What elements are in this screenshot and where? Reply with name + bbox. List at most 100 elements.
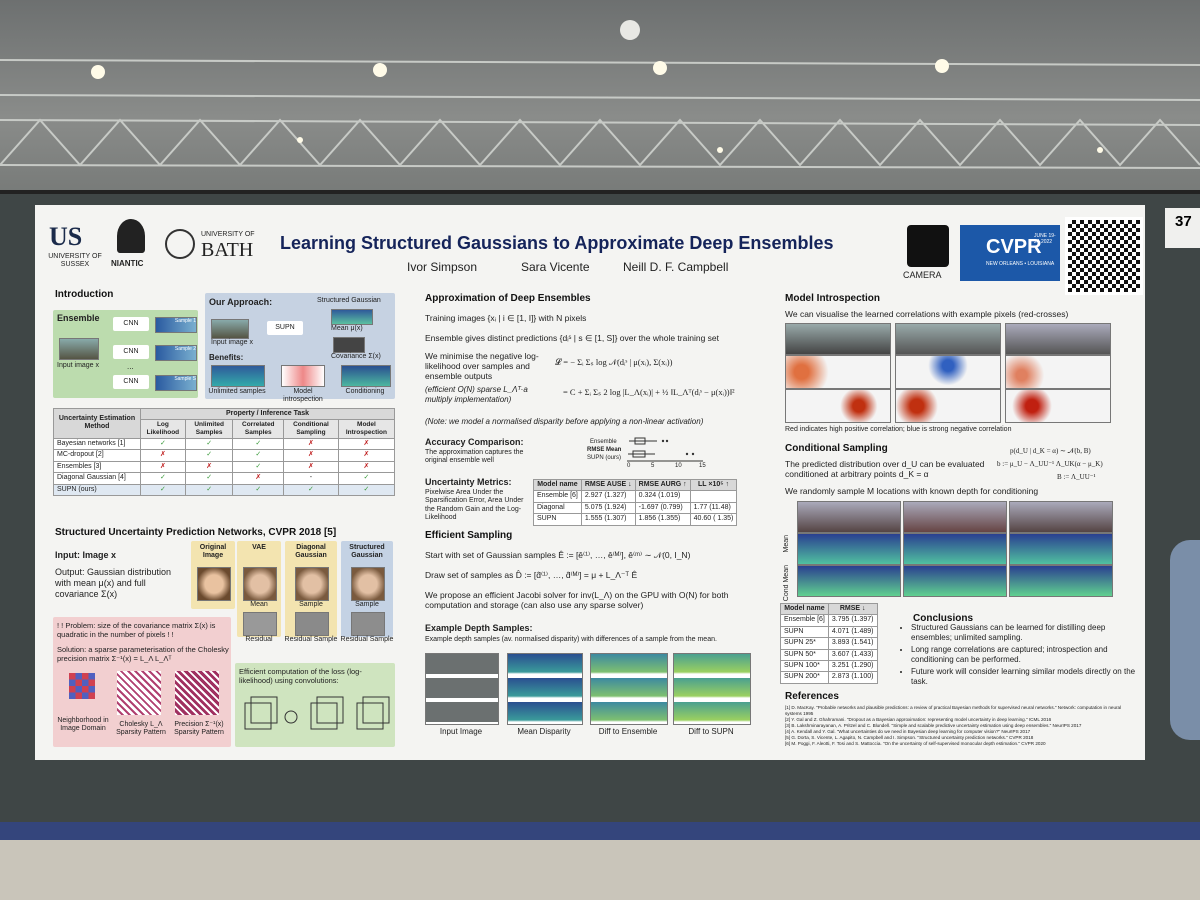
caption: Residual Sample bbox=[284, 636, 338, 643]
cell bbox=[689, 490, 738, 503]
grid-icon bbox=[69, 673, 95, 699]
diff-map bbox=[590, 653, 668, 725]
cnn-box: CNN bbox=[113, 317, 149, 331]
sparsity-pattern bbox=[175, 671, 219, 715]
cell: ✓ bbox=[337, 472, 396, 485]
sample: Sample 1 bbox=[155, 317, 197, 333]
face bbox=[351, 567, 385, 601]
photo bbox=[59, 338, 99, 360]
conv-diagram bbox=[244, 696, 390, 730]
caption: Precision Σ⁻¹(x) Sparsity Pattern bbox=[174, 721, 224, 737]
cell: ✗ bbox=[232, 472, 285, 485]
face bbox=[295, 567, 329, 601]
cell: SUPN 50* bbox=[780, 648, 829, 661]
property-table: Uncertainty Estimation Method Property / … bbox=[53, 407, 396, 496]
cell: 0.324 (1.019) bbox=[634, 490, 691, 503]
column-label: Original Image bbox=[199, 544, 227, 560]
header-cell: Model name bbox=[533, 478, 582, 492]
cell: ✓ bbox=[232, 449, 285, 462]
row: Ensemble [6] 2.927 (1.327) 0.324 (1.019) bbox=[533, 490, 738, 503]
cell: Diagonal bbox=[533, 501, 582, 515]
label: Covariance Σ(x) bbox=[331, 353, 381, 360]
equation: p(d_U | d_K = α) ∼ 𝒩(b, B) bbox=[1010, 447, 1091, 455]
cnn-box: CNN bbox=[113, 345, 149, 359]
box-axis: 0 5 10 15 bbox=[627, 463, 707, 473]
dots: ... bbox=[127, 362, 134, 371]
author: Ivor Simpson bbox=[407, 260, 478, 274]
solution: Solution: a sparse parameterisation of t… bbox=[57, 645, 229, 663]
label: Structured Gaussian bbox=[317, 297, 381, 304]
text: We randomly sample M locations with know… bbox=[785, 486, 1039, 496]
cell: -1.697 (0.799) bbox=[634, 501, 691, 515]
header-cell: Model Introspection bbox=[337, 419, 396, 439]
header-cell: LL ×10⁵ ↑ bbox=[689, 478, 738, 492]
depth-map bbox=[1009, 565, 1113, 597]
sample-image bbox=[211, 365, 265, 387]
cell: SUPN 100* bbox=[780, 659, 829, 673]
caption: Residual bbox=[245, 636, 273, 643]
depth-map bbox=[797, 565, 901, 597]
box-plot bbox=[627, 437, 703, 462]
tick-label: 5 bbox=[651, 463, 655, 469]
cell: ✓ bbox=[232, 483, 285, 496]
header-cell: RMSE AUSE ↓ bbox=[580, 478, 636, 492]
cell: ✗ bbox=[140, 449, 186, 462]
sample: Sample 2 bbox=[155, 345, 197, 361]
header-row: Log Likelihood Unlimited Samples Correlate… bbox=[54, 419, 396, 439]
sparsity-pattern bbox=[117, 671, 161, 715]
header-cell: Model name bbox=[780, 602, 829, 616]
residual bbox=[351, 612, 385, 636]
conclusion-item: Future work will consider learning simil… bbox=[911, 667, 1141, 686]
label: Our Approach: bbox=[209, 297, 273, 307]
text: Example depth samples (av. normalised di… bbox=[425, 636, 717, 643]
author: Sara Vicente bbox=[521, 260, 590, 274]
cell: 1.856 (1.355) bbox=[634, 513, 691, 526]
face bbox=[243, 567, 277, 601]
cell: SUPN bbox=[533, 513, 582, 526]
cell: 1.555 (1.307) bbox=[580, 513, 636, 526]
cell: 4.071 (1.489) bbox=[827, 625, 878, 639]
reference: [3] B. Lakshminarayanan, A. Pritzel and … bbox=[785, 722, 1082, 728]
person-arm bbox=[1170, 540, 1200, 740]
cell: - bbox=[283, 472, 339, 485]
section-heading: References bbox=[785, 691, 839, 702]
qr-code bbox=[1065, 217, 1143, 295]
cell: 1.77 (11.48) bbox=[689, 501, 738, 515]
cell: ✗ bbox=[283, 460, 339, 474]
box-label: RMSE Mean bbox=[587, 447, 622, 453]
header-cell: Uncertainty Estimation Method bbox=[53, 408, 141, 439]
cell: MC-dropout [2] bbox=[53, 449, 141, 462]
cvpr-logo: CVPR JUNE 19-24 2022 NEW ORLEANS • LOUIS… bbox=[960, 225, 1060, 281]
depth-map bbox=[903, 533, 1007, 565]
equation: = C + Σᵢ Σₛ 2 log |L_Λ(xᵢ)| + ½ ‖L_Λᵀ(dᵢ… bbox=[563, 387, 735, 397]
section-heading: Model Introspection bbox=[785, 293, 880, 304]
conclusion-item: Structured Gaussians can be learned for … bbox=[911, 623, 1141, 642]
cell: 40.60 ( 1.35) bbox=[689, 513, 738, 526]
cell: Bayesian networks [1] bbox=[53, 437, 141, 451]
photo bbox=[211, 319, 249, 339]
photo bbox=[895, 323, 1001, 355]
caption: Neighborhood in Image Domain bbox=[57, 717, 109, 733]
table: Uncertainty Estimation Method Property / … bbox=[53, 407, 396, 496]
cell: Ensembles [3] bbox=[53, 460, 141, 474]
problem: ! ! Problem: size of the covariance matr… bbox=[57, 621, 216, 639]
text: Ensemble gives distinct predictions {dᵢˢ… bbox=[425, 333, 720, 343]
cell: ✓ bbox=[184, 449, 234, 462]
face bbox=[197, 567, 231, 601]
sub-heading: Uncertainty Metrics: bbox=[425, 477, 512, 487]
header-cell: RMSE AURG ↑ bbox=[634, 478, 691, 492]
cell: ✗ bbox=[337, 437, 396, 451]
cell: SUPN (ours) bbox=[53, 483, 141, 496]
label: Benefits: bbox=[209, 353, 244, 362]
caption: Conditioning bbox=[345, 388, 385, 395]
text: Draw set of samples as D̂ := [d̂⁽¹⁾, …, … bbox=[425, 570, 638, 580]
column-label: Diagonal Gaussian bbox=[295, 544, 327, 560]
section-heading: Conditional Sampling bbox=[785, 443, 888, 454]
photo bbox=[425, 653, 499, 725]
row: SUPN 200* 2.873 (1.100) bbox=[780, 671, 878, 684]
row: Ensembles [3] ✗ ✗ ✓ ✗ ✗ bbox=[53, 460, 396, 474]
correlation-map bbox=[785, 389, 891, 423]
cell: ✗ bbox=[337, 460, 396, 474]
cell: ✓ bbox=[184, 483, 234, 496]
